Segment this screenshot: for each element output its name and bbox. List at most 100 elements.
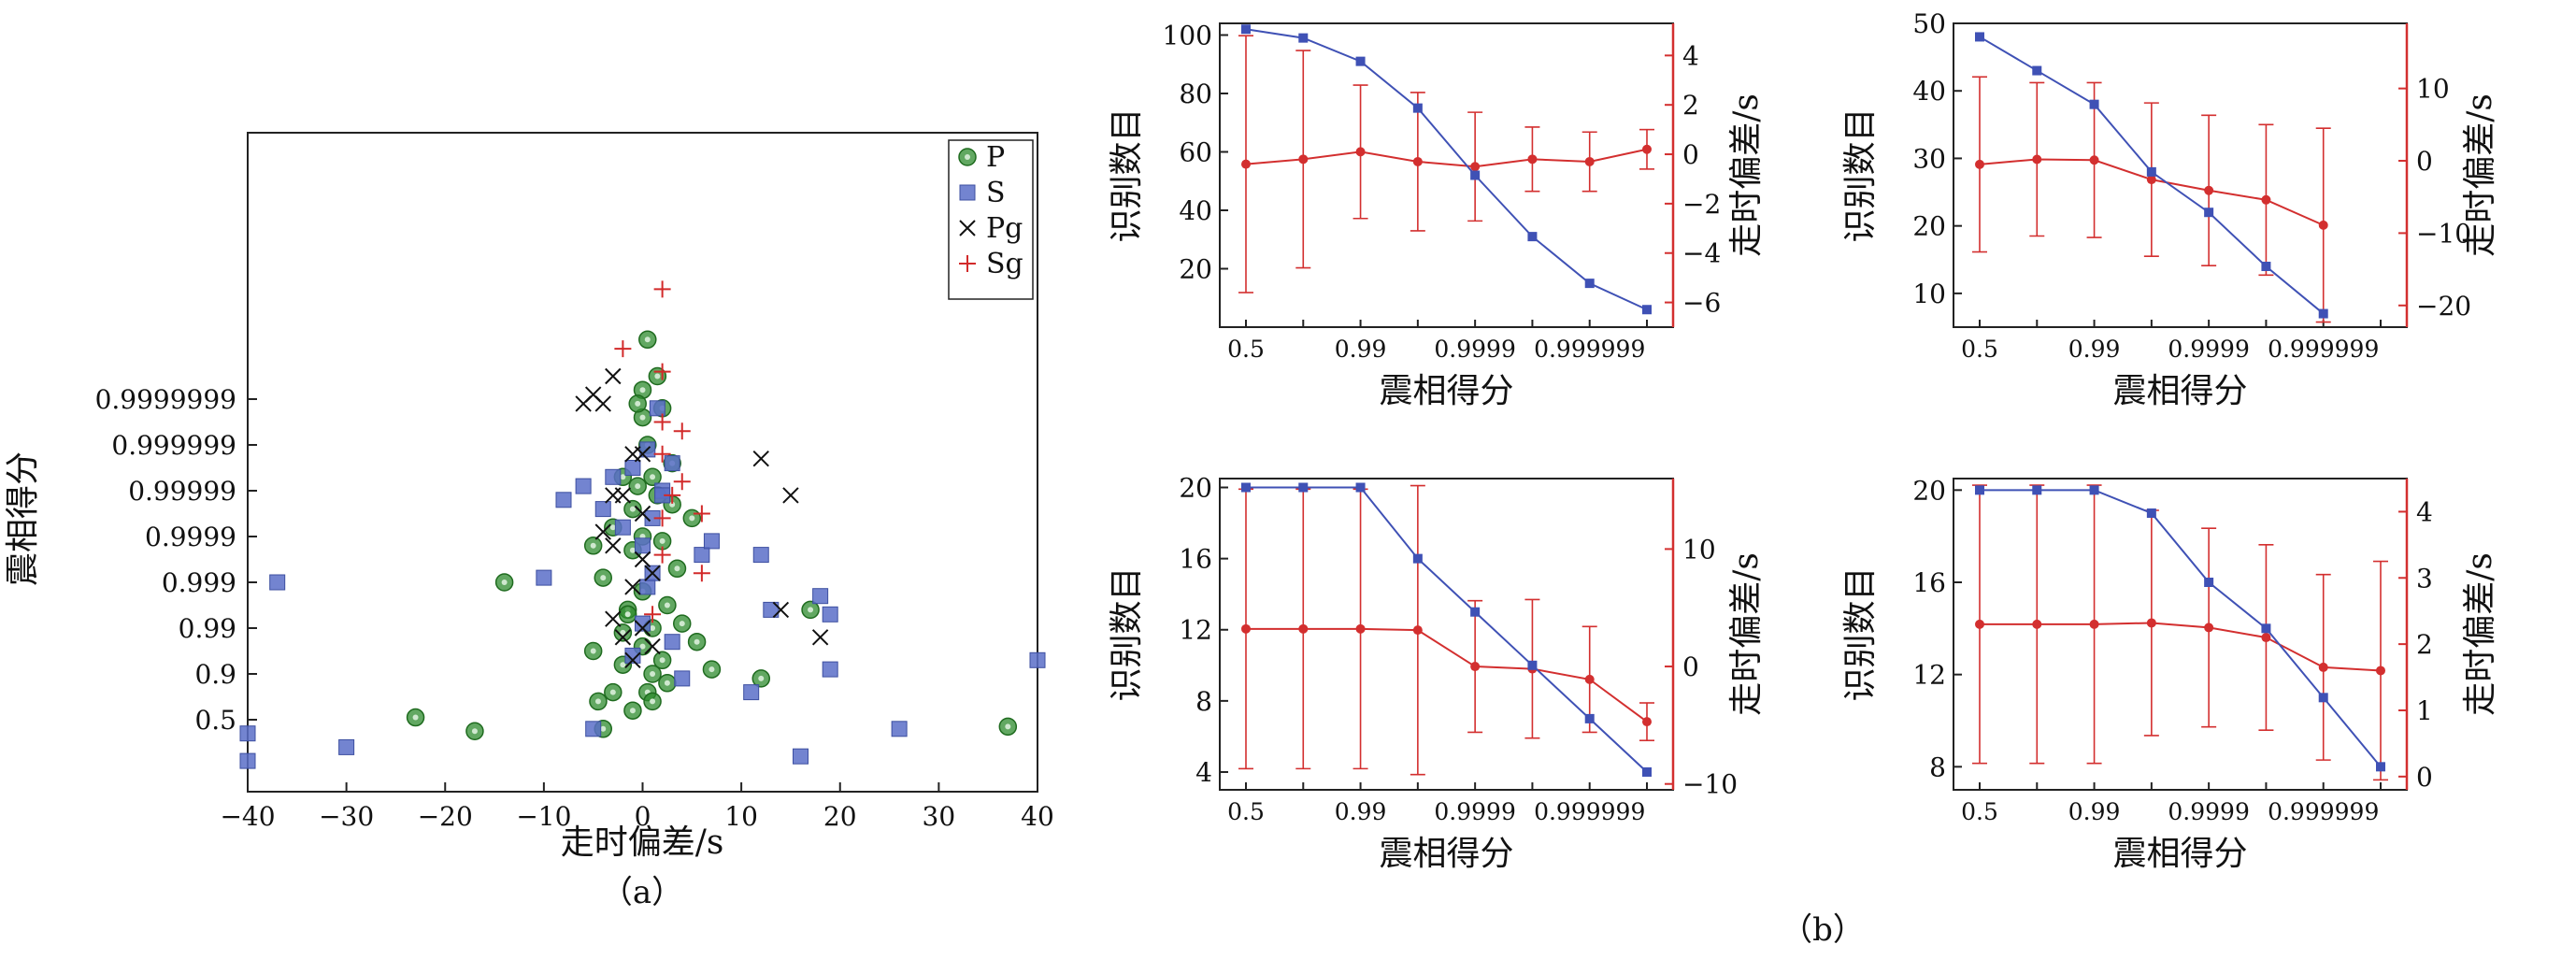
right-y-tick-label: −2 [1682, 189, 1721, 220]
s-point [269, 574, 286, 591]
x-tick-label: 0.99 [2068, 336, 2121, 363]
s-point [585, 721, 602, 737]
p-point-core [412, 714, 419, 721]
right-y-tick-label: −10 [1682, 769, 1738, 800]
left-y-tick-label: 40 [1179, 195, 1212, 226]
left-y-tick-label: 20 [1912, 211, 1946, 242]
legend-marker-p-core [965, 154, 970, 160]
deviation-point [1412, 625, 1423, 636]
left-y-tick-label: 100 [1163, 21, 1212, 51]
deviation-line [1246, 627, 1648, 723]
count-point [2146, 508, 2156, 518]
right-y-tick-label: −20 [2416, 291, 2471, 322]
x-tick-label: 0.999999 [2268, 336, 2379, 363]
legend-frame [948, 139, 1034, 300]
x-tick-label: 0.5 [1227, 798, 1265, 825]
left-y-tick-label: 20 [1912, 475, 1946, 506]
left-y-tick-label: 20 [1179, 254, 1212, 285]
p-point-core [650, 474, 656, 480]
left-y-tick-label: 16 [1912, 567, 1946, 598]
pg-point [752, 450, 769, 467]
s-point [555, 492, 572, 508]
right-y-tick-label: 10 [1682, 534, 1716, 565]
p-point-core [639, 643, 646, 650]
s-point [635, 615, 651, 632]
left-y-tick-label: 30 [1912, 143, 1946, 174]
right-y-tick-label: 0 [1682, 651, 1699, 682]
legend-label-s: S [986, 177, 1006, 209]
s-point [822, 661, 838, 678]
x-tick-label: 0.5 [1227, 336, 1265, 363]
p-point-core [664, 602, 670, 608]
left-y-tick-label: 20 [1179, 473, 1212, 504]
s-point [822, 606, 838, 623]
chart-frame [1219, 478, 1674, 791]
left-y-tick-label: 8 [1929, 751, 1946, 782]
x-tick-label: 0.9999 [2168, 336, 2249, 363]
p-point-core [708, 666, 715, 673]
p-point-core [620, 474, 626, 480]
right-y-tick-label: −6 [1682, 288, 1721, 319]
right-y-tick-label: 10 [2416, 74, 2450, 105]
right-y-tick-label: 2 [2416, 629, 2433, 660]
p-point-core [609, 524, 616, 531]
left-axis-label: 识别数目 [1841, 566, 1880, 701]
sg-point [693, 565, 710, 582]
sg-point [644, 606, 662, 623]
s-point [239, 725, 256, 742]
sg-point [673, 473, 691, 491]
deviation-point [1975, 619, 1984, 629]
left-y-tick-label: 12 [1912, 660, 1946, 691]
sg-point [693, 505, 710, 522]
s-point [664, 634, 680, 651]
deviation-line [1245, 148, 1648, 168]
right-y-tick-label: 1 [2416, 695, 2433, 726]
pg-point [575, 395, 592, 412]
p-point-core [609, 689, 616, 695]
count-point [1527, 660, 1538, 670]
legend-label-p: P [986, 141, 1005, 174]
right-y-tick-label: 0 [1682, 139, 1699, 170]
left-y-tick-label: 80 [1179, 79, 1212, 109]
deviation-point [1241, 159, 1251, 169]
deviation-point [2204, 623, 2214, 633]
pg-point [644, 565, 661, 581]
p-point-core [620, 629, 626, 636]
left-y-tick-label: 8 [1195, 686, 1212, 717]
p-point-core [694, 638, 700, 645]
deviation-point [2318, 662, 2328, 672]
chart-frame [1953, 478, 2408, 791]
left-y-tick-label: 16 [1179, 544, 1212, 575]
right-y-tick-label: 0 [2416, 146, 2433, 177]
count-line [1246, 486, 1648, 773]
s-point [635, 537, 651, 554]
pg-point [605, 610, 622, 627]
count-point [2089, 485, 2099, 495]
sg-point [673, 422, 691, 440]
count-point [2318, 308, 2328, 319]
panel-a-x-axis: −40 −30 −20 −10 0 10 20 30 40 [220, 782, 1054, 832]
left-y-tick-label: 50 [1912, 8, 1946, 39]
x-tick-label: 0.999999 [1534, 798, 1645, 825]
deviation-point [2204, 185, 2214, 195]
x-tick-label: 0.999999 [2268, 798, 2379, 825]
x-tick-label: 0 [635, 801, 651, 832]
pg-point [782, 487, 799, 504]
s-point [605, 468, 622, 485]
pg-point [634, 505, 651, 522]
p-point-core [689, 515, 695, 522]
p-point-core [650, 698, 656, 705]
count-point [2032, 485, 2042, 495]
right-y-tick-label: 3 [2416, 563, 2433, 594]
p-point-core [629, 708, 636, 714]
s-point [649, 400, 665, 417]
count-point [2261, 623, 2271, 634]
pg-point [614, 487, 632, 504]
sg-point [614, 340, 632, 358]
deviation-point [2376, 666, 2385, 676]
count-line [1245, 28, 1648, 311]
right-y-tick-label: 0 [2416, 762, 2433, 793]
count-point [2032, 65, 2042, 76]
p-point-core [635, 400, 641, 407]
